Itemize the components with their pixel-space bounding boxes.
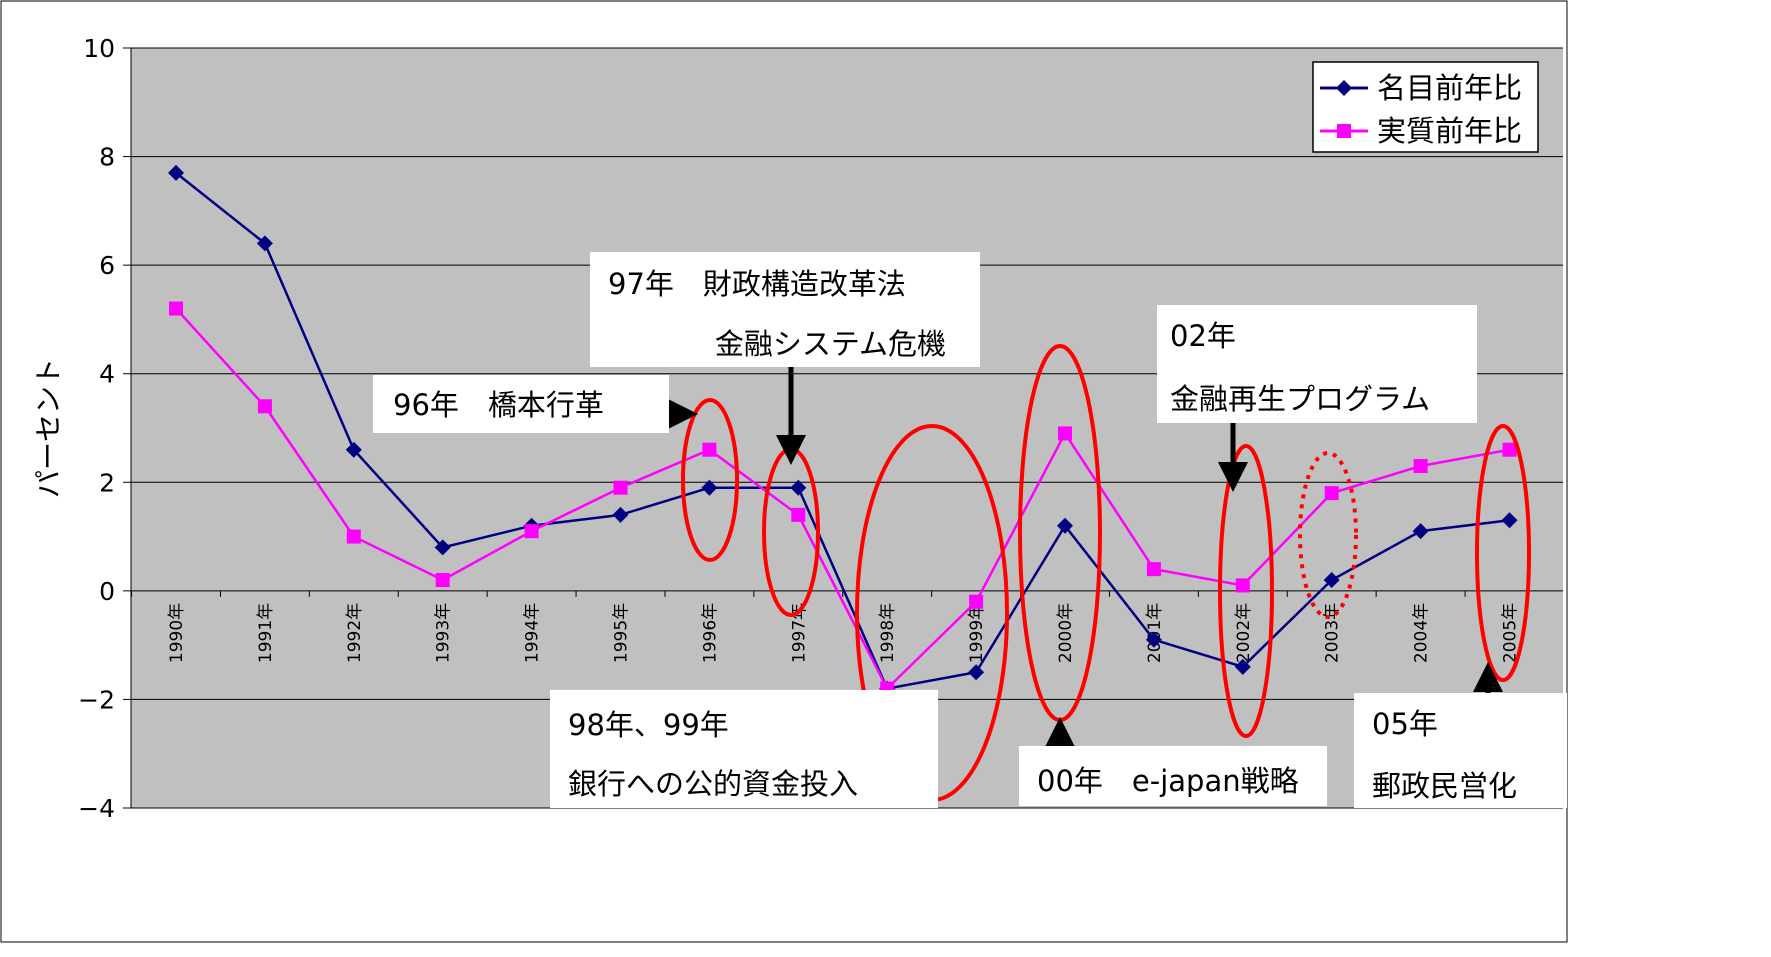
y-tick-label: 2 (99, 468, 115, 497)
annotation-text: 郵政民営化 (1372, 769, 1517, 803)
series-line-1 (175, 307, 1510, 691)
data-point-nominal (168, 164, 184, 181)
annotation-box (1157, 305, 1477, 423)
x-tick-label: 1990年 (167, 603, 187, 663)
legend-marker-nominal (1336, 80, 1352, 96)
x-tick-label: 1992年 (345, 603, 365, 663)
annotation-text: 98年、99年 (568, 708, 729, 742)
data-point-real (969, 594, 984, 609)
x-tick-label: 1994年 (523, 603, 543, 663)
data-point-nominal (701, 479, 718, 496)
data-point-real (169, 301, 183, 316)
data-point-real (1502, 442, 1517, 457)
x-tick-label: 2003年 (1323, 603, 1343, 663)
legend: 名目前年比 実質前年比 (1312, 61, 1539, 153)
y-tick-label: −2 (78, 685, 115, 714)
legend-label-real: 実質前年比 (1377, 114, 1522, 148)
y-tick-label: 8 (99, 143, 115, 172)
y-tick-label: −4 (78, 794, 115, 823)
data-point-nominal (968, 664, 985, 681)
y-axis-label: パーセント (32, 358, 65, 498)
annotation-text: 金融システム危機 (715, 327, 946, 361)
y-tick-label: 0 (99, 577, 115, 606)
x-tick-label: 1999年 (967, 603, 987, 663)
data-point-nominal (1412, 523, 1429, 540)
x-tick-label: 1996年 (700, 603, 720, 663)
y-tick-labels: 10 8 6 4 2 0 −2 −4 (78, 34, 115, 823)
x-tick-label: 2000年 (1056, 603, 1076, 663)
y-tick-label: 6 (99, 251, 115, 280)
data-point-real (1235, 578, 1250, 593)
data-point-real (1146, 562, 1161, 577)
data-point-nominal (1057, 517, 1073, 534)
annotation-text: 銀行への公的資金投入 (568, 767, 858, 801)
x-tick-label: 1991年 (256, 603, 276, 663)
x-tick-label: 1998年 (878, 603, 898, 663)
annotation-text: 02年 (1170, 319, 1236, 353)
legend-label-nominal: 名目前年比 (1377, 71, 1522, 105)
annotation-text: 97年 財政構造改革法 (608, 267, 906, 301)
annotation-box (1354, 693, 1567, 808)
data-point-real (435, 573, 450, 587)
data-point-real (1058, 426, 1072, 441)
y-tick-label: 10 (83, 34, 115, 63)
legend-marker-real (1337, 124, 1351, 138)
y-tick-label: 4 (99, 360, 115, 389)
annotation-text: 金融再生プログラム (1170, 382, 1430, 416)
data-point-nominal (1145, 631, 1162, 648)
data-point-nominal (1234, 658, 1251, 675)
x-tick-label: 2002年 (1234, 603, 1254, 663)
annotation-box (550, 690, 938, 808)
x-tick-label: 1995年 (612, 603, 632, 663)
annotation-text: 05年 (1372, 707, 1438, 741)
series-line-0 (175, 171, 1510, 690)
data-point-nominal (790, 479, 807, 496)
data-point-nominal (1323, 572, 1340, 588)
data-point-real (1413, 459, 1428, 473)
data-point-real (702, 442, 717, 457)
data-point-nominal (1501, 512, 1518, 529)
annotation-box (590, 252, 980, 367)
highlight-ellipse (1298, 451, 1358, 619)
data-point-real (346, 529, 361, 544)
annotation-text: 96年 橋本行革 (393, 388, 604, 422)
series-layer (168, 164, 1518, 697)
x-tick-label: 1993年 (434, 603, 454, 663)
data-point-nominal (612, 506, 629, 523)
data-point-nominal (345, 441, 362, 458)
highlight-ellipse (681, 398, 739, 562)
data-point-real (791, 507, 806, 522)
plot-area (131, 48, 1563, 808)
data-point-nominal (434, 539, 451, 556)
data-point-real (613, 480, 628, 495)
data-point-real (257, 399, 272, 414)
highlight-ellipse (1475, 424, 1531, 682)
x-tick-label: 1997年 (789, 603, 809, 663)
x-tick-label: 2005年 (1501, 603, 1521, 663)
annotation-box (1019, 746, 1327, 806)
data-point-real (524, 524, 539, 539)
chart-frame (0, 0, 1568, 943)
data-point-real (1324, 486, 1339, 501)
annotation-text: 00年 e-japan戦略 (1037, 764, 1299, 798)
x-tick-labels: 1990年 1991年 1992年 1993年 1994年 1995年 1996年 1997年… (167, 603, 1521, 663)
x-tick-label: 2004年 (1412, 603, 1432, 663)
highlight-ellipse (1218, 444, 1274, 738)
annotation-box (373, 375, 669, 433)
data-point-nominal (256, 235, 273, 252)
